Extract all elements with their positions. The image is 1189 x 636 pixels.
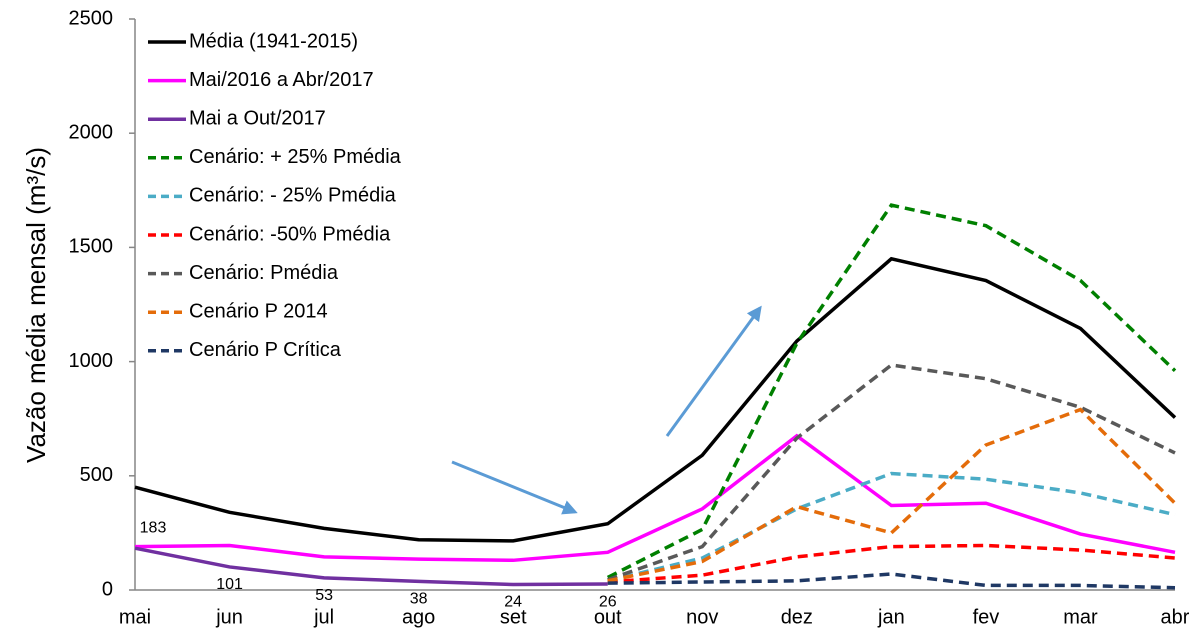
x-tick-label: nov bbox=[686, 606, 718, 628]
legend-label: Cenário P 2014 bbox=[189, 300, 328, 322]
x-tick-label: out bbox=[594, 606, 622, 628]
y-tick-label: 500 bbox=[80, 464, 113, 486]
series-line bbox=[607, 363, 1176, 582]
x-tick-label: abr bbox=[1161, 606, 1189, 628]
legend-label: Cenário: -50% Pmédia bbox=[189, 223, 391, 245]
data-label: 24 bbox=[504, 594, 522, 611]
series-line bbox=[606, 203, 1177, 579]
x-tick-label: jan bbox=[877, 606, 905, 628]
legend-label: Mai/2016 a Abr/2017 bbox=[189, 69, 374, 91]
y-tick-label: 2000 bbox=[69, 121, 114, 143]
series-line bbox=[134, 433, 1176, 563]
x-tick-label: jun bbox=[215, 606, 243, 628]
y-tick-label: 1500 bbox=[69, 236, 114, 258]
legend-label: Cenário P Crítica bbox=[189, 339, 342, 361]
x-tick-label: fev bbox=[973, 606, 1000, 628]
y-tick-label: 1000 bbox=[69, 350, 114, 372]
legend-label: Cenário: - 25% Pmédia bbox=[189, 185, 397, 207]
legend-label: Cenário: Pmédia bbox=[189, 262, 339, 284]
x-tick-label: jul bbox=[313, 606, 334, 628]
series-line bbox=[607, 407, 1177, 583]
legend-label: Cenário: + 25% Pmédia bbox=[189, 146, 402, 168]
series-line bbox=[607, 471, 1176, 583]
data-label: 183 bbox=[140, 519, 167, 536]
series-line bbox=[134, 256, 1177, 543]
data-label: 26 bbox=[599, 593, 617, 610]
arrow bbox=[451, 460, 578, 515]
x-tick-label: mar bbox=[1063, 606, 1098, 628]
y-axis-label: Vazão média mensal (m³/s) bbox=[21, 147, 51, 463]
x-tick-label: dez bbox=[781, 606, 813, 628]
x-tick-label: ago bbox=[402, 606, 435, 628]
x-tick-label: mai bbox=[119, 606, 151, 628]
data-label: 38 bbox=[410, 591, 428, 608]
y-tick-label: 2500 bbox=[69, 7, 114, 29]
arrow bbox=[665, 305, 762, 437]
legend-label: Média (1941-2015) bbox=[189, 30, 358, 52]
y-tick-label: 0 bbox=[102, 578, 113, 600]
series-line bbox=[134, 546, 608, 587]
data-label: 53 bbox=[315, 587, 333, 604]
legend-label: Mai a Out/2017 bbox=[189, 107, 326, 129]
data-label: 101 bbox=[216, 576, 243, 593]
series-line bbox=[607, 572, 1176, 590]
x-tick-label: set bbox=[500, 606, 527, 628]
